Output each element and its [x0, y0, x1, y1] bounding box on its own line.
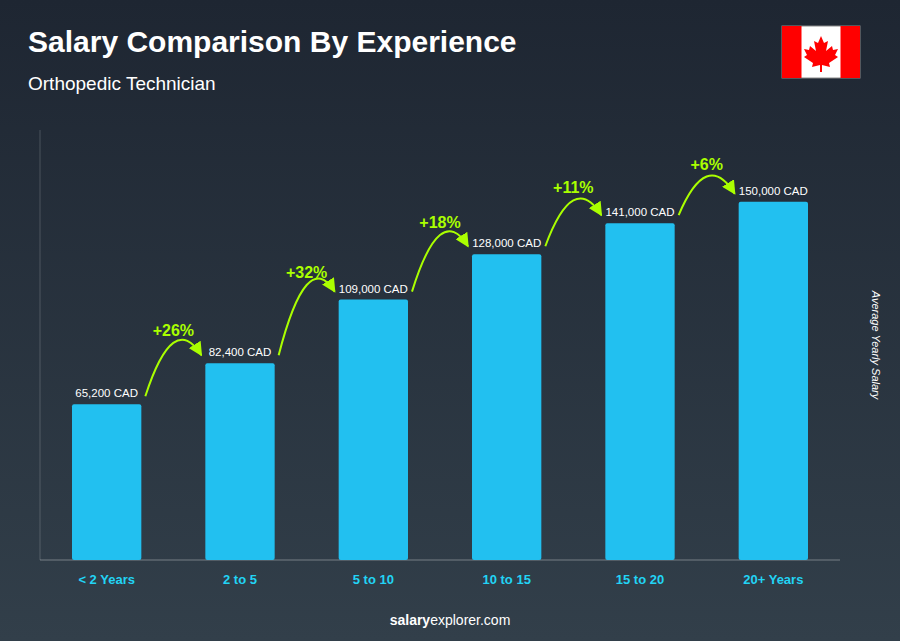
data-label: 128,000 CAD	[472, 237, 541, 249]
data-label: 141,000 CAD	[605, 206, 674, 218]
change-arrow	[679, 176, 735, 216]
flag	[782, 26, 860, 78]
x-tick-label: 15 to 20	[616, 572, 664, 587]
change-arrow	[412, 231, 468, 291]
footer-part: salary	[390, 612, 431, 628]
change-arrow	[279, 278, 335, 355]
bar	[739, 202, 808, 560]
data-label: 109,000 CAD	[339, 283, 408, 295]
subtitle: Orthopedic Technician	[28, 73, 216, 94]
data-label: 150,000 CAD	[739, 185, 808, 197]
bar	[339, 300, 408, 560]
x-tick-label: 2 to 5	[223, 572, 257, 587]
x-tick-label: < 2 Years	[78, 572, 135, 587]
bar	[605, 223, 674, 560]
annotation: +26%	[153, 322, 194, 339]
data-label: 65,200 CAD	[75, 387, 138, 399]
chart: 65,200 CAD 82,400 CAD 109,000 CAD 128,000 C…	[0, 0, 900, 641]
bars	[72, 202, 808, 560]
x-tick-label: 5 to 10	[353, 572, 394, 587]
annotation: +11%	[553, 179, 593, 196]
footer-part: explorer.com	[430, 612, 510, 628]
x-axis-line	[40, 560, 840, 561]
footer: salaryexplorer.com	[390, 612, 511, 628]
annotation: +18%	[419, 214, 460, 231]
change-arrow	[145, 340, 201, 397]
title: Salary Comparison By Experience	[28, 25, 517, 58]
y-axis-label: Average Yearly Salary	[870, 290, 882, 401]
bar	[472, 254, 541, 560]
data-label: 82,400 CAD	[209, 346, 272, 358]
annotation: +32%	[286, 264, 327, 281]
change-arrow	[545, 198, 601, 246]
x-tick-label: 10 to 15	[482, 572, 530, 587]
bar	[72, 404, 141, 560]
annotation: +6%	[690, 156, 722, 173]
bar	[205, 363, 274, 560]
y-axis-line	[40, 130, 41, 560]
x-tick-label: 20+ Years	[743, 572, 803, 587]
background	[0, 0, 900, 641]
